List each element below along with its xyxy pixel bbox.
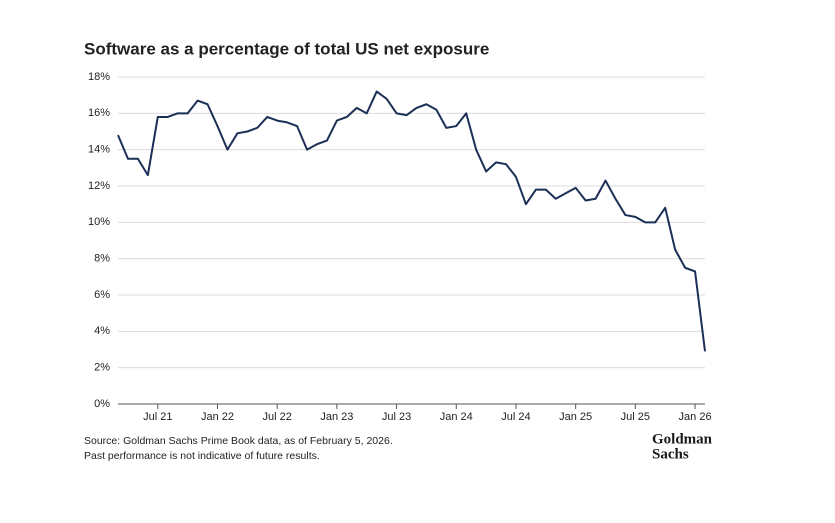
y-tick-label: 10%	[88, 216, 110, 228]
x-tick-label: Jul 25	[621, 411, 650, 423]
y-tick-label: 6%	[94, 289, 110, 301]
x-tick-label: Jul 24	[501, 411, 530, 423]
x-tick-label: Jul 22	[263, 411, 292, 423]
disclaimer-note: Past performance is not indicative of fu…	[84, 450, 320, 462]
logo-text: Sachs	[652, 446, 689, 462]
y-tick-label: 4%	[94, 325, 110, 337]
chart-title: Software as a percentage of total US net…	[84, 39, 489, 58]
x-tick-label: Jan 25	[559, 411, 592, 423]
y-tick-label: 8%	[94, 253, 110, 265]
source-note: Source: Goldman Sachs Prime Book data, a…	[84, 435, 393, 447]
x-tick-label: Jan 22	[201, 411, 234, 423]
x-tick-label: Jan 23	[320, 411, 353, 423]
y-tick-label: 16%	[88, 107, 110, 119]
y-tick-label: 14%	[88, 144, 110, 156]
x-tick-label: Jan 26	[679, 411, 712, 423]
y-tick-label: 0%	[94, 398, 110, 410]
x-tick-label: Jul 23	[382, 411, 411, 423]
logo-text: Goldman	[652, 431, 713, 447]
x-tick-label: Jan 24	[440, 411, 473, 423]
data-line	[117, 90, 706, 352]
x-tick-label: Jul 21	[143, 411, 172, 423]
y-tick-label: 2%	[94, 362, 110, 374]
y-tick-label: 18%	[88, 71, 110, 83]
y-tick-label: 12%	[88, 180, 110, 192]
